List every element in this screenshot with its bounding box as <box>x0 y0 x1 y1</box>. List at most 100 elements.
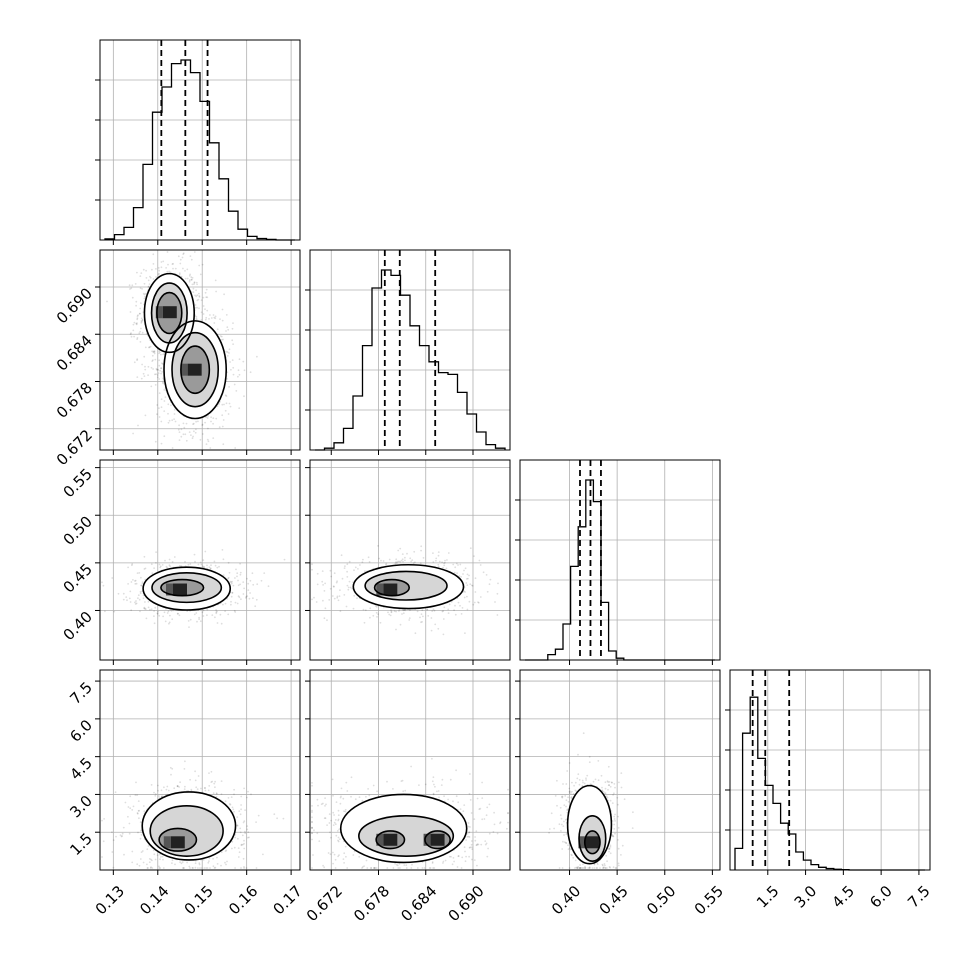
sample-point <box>237 584 240 587</box>
sample-point <box>378 557 381 560</box>
sample-point <box>127 583 129 585</box>
sample-point <box>408 617 411 619</box>
sample-point <box>463 590 465 593</box>
sample-point <box>447 608 450 611</box>
sample-point <box>136 271 138 274</box>
sample-point <box>240 844 243 847</box>
sample-point <box>196 620 198 623</box>
sample-point <box>244 597 247 599</box>
sample-point <box>205 416 208 418</box>
sample-point <box>156 613 159 615</box>
sample-point <box>189 255 192 257</box>
sample-point <box>162 353 165 356</box>
sample-point <box>166 251 169 253</box>
sample-point <box>167 789 170 792</box>
sample-point <box>233 846 236 849</box>
sample-point <box>457 564 459 566</box>
sample-point <box>134 583 137 585</box>
sample-point <box>205 316 208 319</box>
sample-point <box>141 363 144 366</box>
sample-point <box>209 568 212 570</box>
sample-point <box>164 559 166 562</box>
sample-point <box>231 580 234 583</box>
sample-point <box>213 316 216 319</box>
sample-point <box>217 403 220 406</box>
sample-point <box>240 804 243 806</box>
sample-point <box>246 796 248 799</box>
sample-point <box>238 373 241 376</box>
sample-point <box>333 597 336 600</box>
sample-point <box>136 358 139 360</box>
sample-point <box>484 843 487 846</box>
density-cell <box>166 583 173 596</box>
sample-point <box>231 359 234 361</box>
sample-point <box>388 613 391 616</box>
sample-point <box>244 832 247 835</box>
sample-point <box>324 582 326 585</box>
panel-border <box>729 669 931 871</box>
sample-point <box>219 335 222 337</box>
sample-point <box>468 831 471 833</box>
sample-point <box>242 593 245 595</box>
sample-point <box>144 295 146 298</box>
sample-point <box>124 801 127 804</box>
sample-point <box>137 597 139 600</box>
sample-point <box>344 565 346 567</box>
sample-point <box>336 580 338 583</box>
sample-point <box>455 562 458 565</box>
contour-mid <box>151 572 223 604</box>
sample-point <box>168 621 171 624</box>
sample-point <box>232 584 235 587</box>
sample-point <box>377 613 379 616</box>
sample-point <box>225 395 228 397</box>
sample-point <box>156 854 159 857</box>
sample-point <box>143 355 146 358</box>
sample-point <box>420 545 423 548</box>
sample-point <box>206 417 209 419</box>
sample-point <box>144 368 147 371</box>
sample-point <box>147 365 150 368</box>
density-peak <box>170 836 185 849</box>
sample-point <box>469 583 472 586</box>
panel-border <box>99 459 301 661</box>
sample-point <box>227 328 230 331</box>
sample-point <box>178 424 181 427</box>
sample-point <box>126 599 128 602</box>
sample-point <box>140 584 143 587</box>
sample-point <box>339 610 342 613</box>
sample-point <box>141 331 144 334</box>
sample-point <box>149 275 151 278</box>
contour-outer <box>352 563 465 610</box>
sample-point <box>156 376 159 379</box>
sample-point <box>238 810 241 812</box>
sample-point <box>390 611 393 614</box>
density-cell <box>376 583 384 596</box>
sample-point <box>134 580 136 582</box>
sample-point <box>228 386 231 388</box>
sample-point <box>204 787 206 789</box>
sample-point <box>395 863 398 866</box>
panel-background <box>520 460 720 660</box>
sample-point <box>203 565 206 568</box>
sample-point <box>368 561 371 563</box>
sample-point <box>138 809 141 812</box>
sample-point <box>153 352 156 355</box>
sample-point <box>184 270 186 272</box>
sample-point <box>193 281 196 284</box>
sample-point <box>243 587 246 590</box>
sample-point <box>184 785 186 788</box>
sample-point <box>111 577 114 579</box>
sample-point <box>176 785 179 788</box>
sample-point <box>183 768 186 770</box>
sample-point <box>331 595 334 597</box>
sample-point <box>242 360 245 363</box>
panel-pair-3-0 <box>95 669 301 875</box>
sample-point <box>146 863 148 866</box>
sample-point <box>164 620 167 623</box>
sample-point <box>154 794 157 797</box>
sample-point <box>263 572 266 574</box>
sample-point <box>335 581 338 584</box>
sample-point <box>342 858 345 860</box>
sample-point <box>212 857 215 860</box>
sample-point <box>346 584 349 587</box>
